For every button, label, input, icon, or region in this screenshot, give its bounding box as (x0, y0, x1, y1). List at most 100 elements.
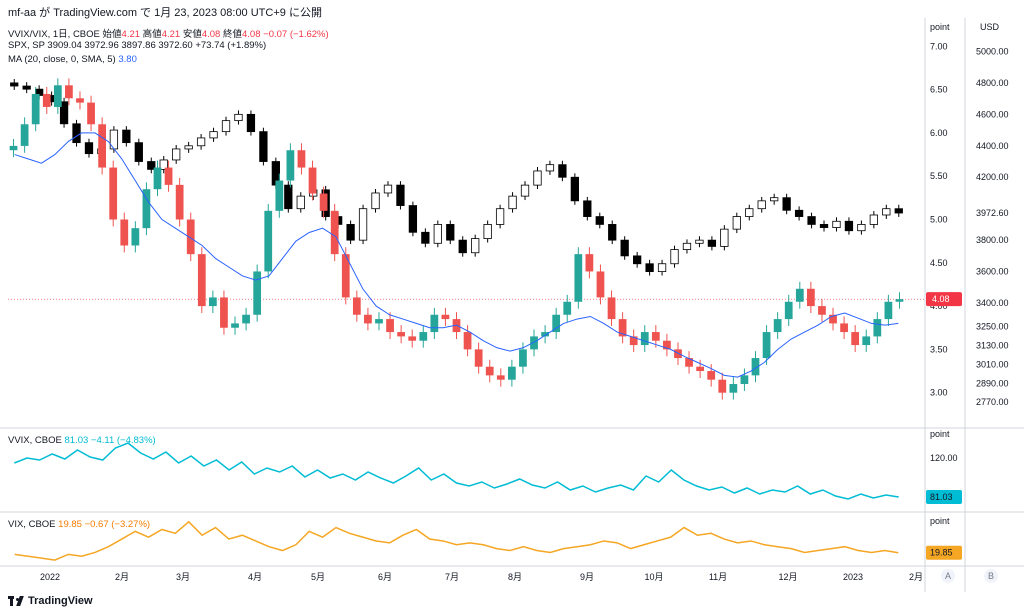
vvix-vix-candle (751, 358, 760, 376)
legend-ma-prefix: MA (20, close, 0, SMA, 5) (8, 54, 116, 65)
vvix-vix-candle (242, 314, 250, 324)
vvix-last-badge (926, 489, 962, 504)
y-tick-label-usd: 3800.00 (976, 235, 1009, 245)
y-tick-label-point: 4.50 (930, 258, 948, 268)
y-tick-label-point: 5.50 (930, 171, 948, 181)
legend-vvix-vix-prefix: VVIX/VIX, 1日, CBOE (8, 29, 100, 40)
vvix-vix-candle (153, 167, 162, 190)
spx-candle (832, 220, 841, 228)
spx-candle (408, 205, 418, 233)
vvix-vix-candle (308, 167, 317, 194)
y-tick-label-usd: 5000.00 (976, 46, 1009, 56)
vvix-vix-candle (220, 297, 228, 328)
legend-low-label: 安値 (182, 29, 202, 40)
vvix-vix-candle (474, 349, 483, 367)
legend-vix-value: 19.85 (58, 519, 82, 530)
spx-candle (10, 82, 19, 87)
axis-unit-label: USD (980, 22, 1000, 32)
legend-open-label: 始値 (102, 29, 122, 40)
vvix-vix-candle (463, 332, 472, 350)
vvix-vix-candle (286, 150, 295, 181)
vvix-vix-candle (596, 271, 605, 298)
spx-candle (433, 224, 442, 244)
x-tick-label: 3月 (176, 572, 190, 582)
scale-button (984, 569, 998, 583)
vvix-vix-candle (20, 124, 29, 146)
y-tick-label-usd: 4800.00 (976, 78, 1009, 88)
y-tick-label-usd: 2890.00 (976, 378, 1009, 388)
vvix-vix-candle (585, 254, 594, 272)
y-tick-label-usd: 3972.60 (976, 208, 1009, 218)
x-tick-label: 2月 (909, 572, 923, 582)
vvix-vix-candle (707, 371, 716, 380)
vvix-vix-candle (729, 384, 738, 393)
legend-close-value: 4.08 (242, 29, 261, 40)
ma-line (14, 132, 899, 378)
x-tick-label: 7月 (445, 572, 459, 582)
x-tick-label: 10月 (644, 572, 663, 582)
vvix-vix-candle (76, 98, 84, 103)
spx-candle (819, 224, 829, 228)
vvix-vix-candle (65, 85, 73, 99)
spx-candle (446, 224, 455, 241)
y-tick-label-vvix: 120.00 (930, 453, 958, 463)
chart-area[interactable]: 7.006.506.005.505.004.504.003.503.00poin… (0, 18, 1024, 592)
vvix-vix-candle (87, 102, 95, 125)
legend-spx: SPX, SP 3909.04 3972.96 3897.86 3972.60 … (8, 40, 267, 51)
spx-candle (857, 224, 866, 232)
vvix-vix-candle (231, 323, 239, 328)
axis-unit-label: point (930, 516, 950, 526)
axis-unit-label: point (930, 429, 950, 439)
vvix-vix-candle (762, 332, 771, 359)
spx-candle (645, 263, 654, 273)
footer-brand: TradingView (28, 595, 93, 607)
vvix-vix-candle (740, 375, 749, 385)
spx-candle (520, 184, 530, 197)
vix-line (14, 520, 899, 561)
vvix-vix-candle (375, 319, 383, 324)
spx-candle (882, 208, 891, 216)
spx-candle (720, 228, 729, 247)
spx-candle (122, 129, 131, 144)
spx-candle (844, 220, 854, 232)
vvix-vix-candle (718, 379, 727, 393)
legend-vvix-change: −4.11 (−4.83%) (90, 435, 156, 446)
vvix-vix-candle (142, 189, 151, 229)
scale-button-label: B (988, 571, 994, 581)
y-tick-label-usd: 3400.00 (976, 298, 1009, 308)
axes-labels: 7.006.506.005.505.004.504.003.503.00poin… (40, 22, 1009, 583)
x-tick-label: 6月 (378, 572, 392, 582)
spx-candle (533, 170, 542, 186)
y-tick-label-usd: 2770.00 (976, 397, 1009, 407)
vvix-vix-candle (264, 210, 273, 272)
legend-vvix-value: 81.03 (64, 435, 89, 446)
vvix-vix-candle (563, 301, 572, 315)
vvix-vix-candle (674, 349, 682, 359)
scale-button-label: A (945, 571, 951, 581)
vvix-vix-candle (186, 219, 195, 255)
vvix-vix-candle (175, 184, 184, 220)
x-tick-label: 5月 (311, 572, 325, 582)
legend-high-label: 高値 (142, 29, 162, 40)
footer: TradingView (8, 595, 93, 607)
spx-candle (558, 164, 567, 178)
spx-candle (545, 164, 555, 172)
vvix-vix-candle (253, 271, 262, 315)
vvix-vix-candle (552, 314, 561, 333)
vvix-vix-candle (164, 167, 173, 185)
x-tick-label: 4月 (248, 572, 262, 582)
spx-candle (172, 148, 181, 161)
spx-candle (458, 239, 467, 254)
vix-last-badge (926, 545, 962, 560)
y-tick-label-usd: 3250.00 (976, 322, 1009, 332)
vvix-vix-candle (895, 299, 904, 302)
spx-candles (10, 78, 903, 276)
spx-candle (483, 224, 492, 239)
spx-candle (147, 161, 156, 170)
y-tick-label-usd: 3010.00 (976, 359, 1009, 369)
legend-close-label: 終値 (222, 29, 242, 40)
legend-ma-value: 3.80 (118, 54, 137, 65)
spx-candle (134, 142, 143, 162)
vvix-vix-candle (806, 288, 815, 307)
spx-candle (109, 129, 119, 150)
